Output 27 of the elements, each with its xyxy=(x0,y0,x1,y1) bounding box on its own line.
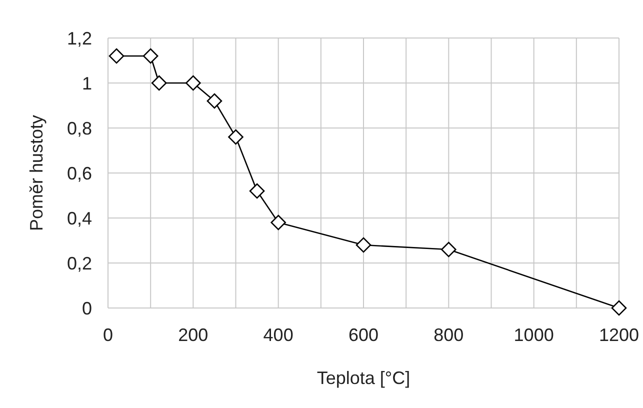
x-tick-label: 200 xyxy=(178,324,208,345)
point xyxy=(206,93,222,109)
point xyxy=(142,48,158,64)
y-tick-label: 0,6 xyxy=(66,163,92,184)
x-tick-label: 0 xyxy=(102,324,114,345)
point xyxy=(441,242,456,258)
y-tick-label: 1,2 xyxy=(66,28,92,48)
point xyxy=(108,48,124,64)
y-tick-label: 0,8 xyxy=(66,118,92,138)
x-tick-label: 600 xyxy=(348,324,379,345)
point xyxy=(356,237,372,253)
point xyxy=(186,75,201,91)
x-tick-label: 1200 xyxy=(598,324,640,345)
y-tick-label: 0,2 xyxy=(66,253,92,274)
point xyxy=(611,300,627,316)
x-tick-label: 800 xyxy=(434,324,464,345)
point xyxy=(249,183,265,199)
point xyxy=(270,214,286,230)
y-tick-label: 0 xyxy=(82,298,92,318)
point xyxy=(228,129,244,145)
x-tick-label: 400 xyxy=(263,324,294,345)
y-axis-title: Poměr hustoty xyxy=(26,114,46,232)
point xyxy=(151,75,167,91)
y-tick-label: 1 xyxy=(82,73,92,94)
y-tick-label: 0,4 xyxy=(66,208,92,228)
x-axis-title: Teplota [°C] xyxy=(316,368,410,388)
x-tick-label: 1000 xyxy=(514,324,554,345)
